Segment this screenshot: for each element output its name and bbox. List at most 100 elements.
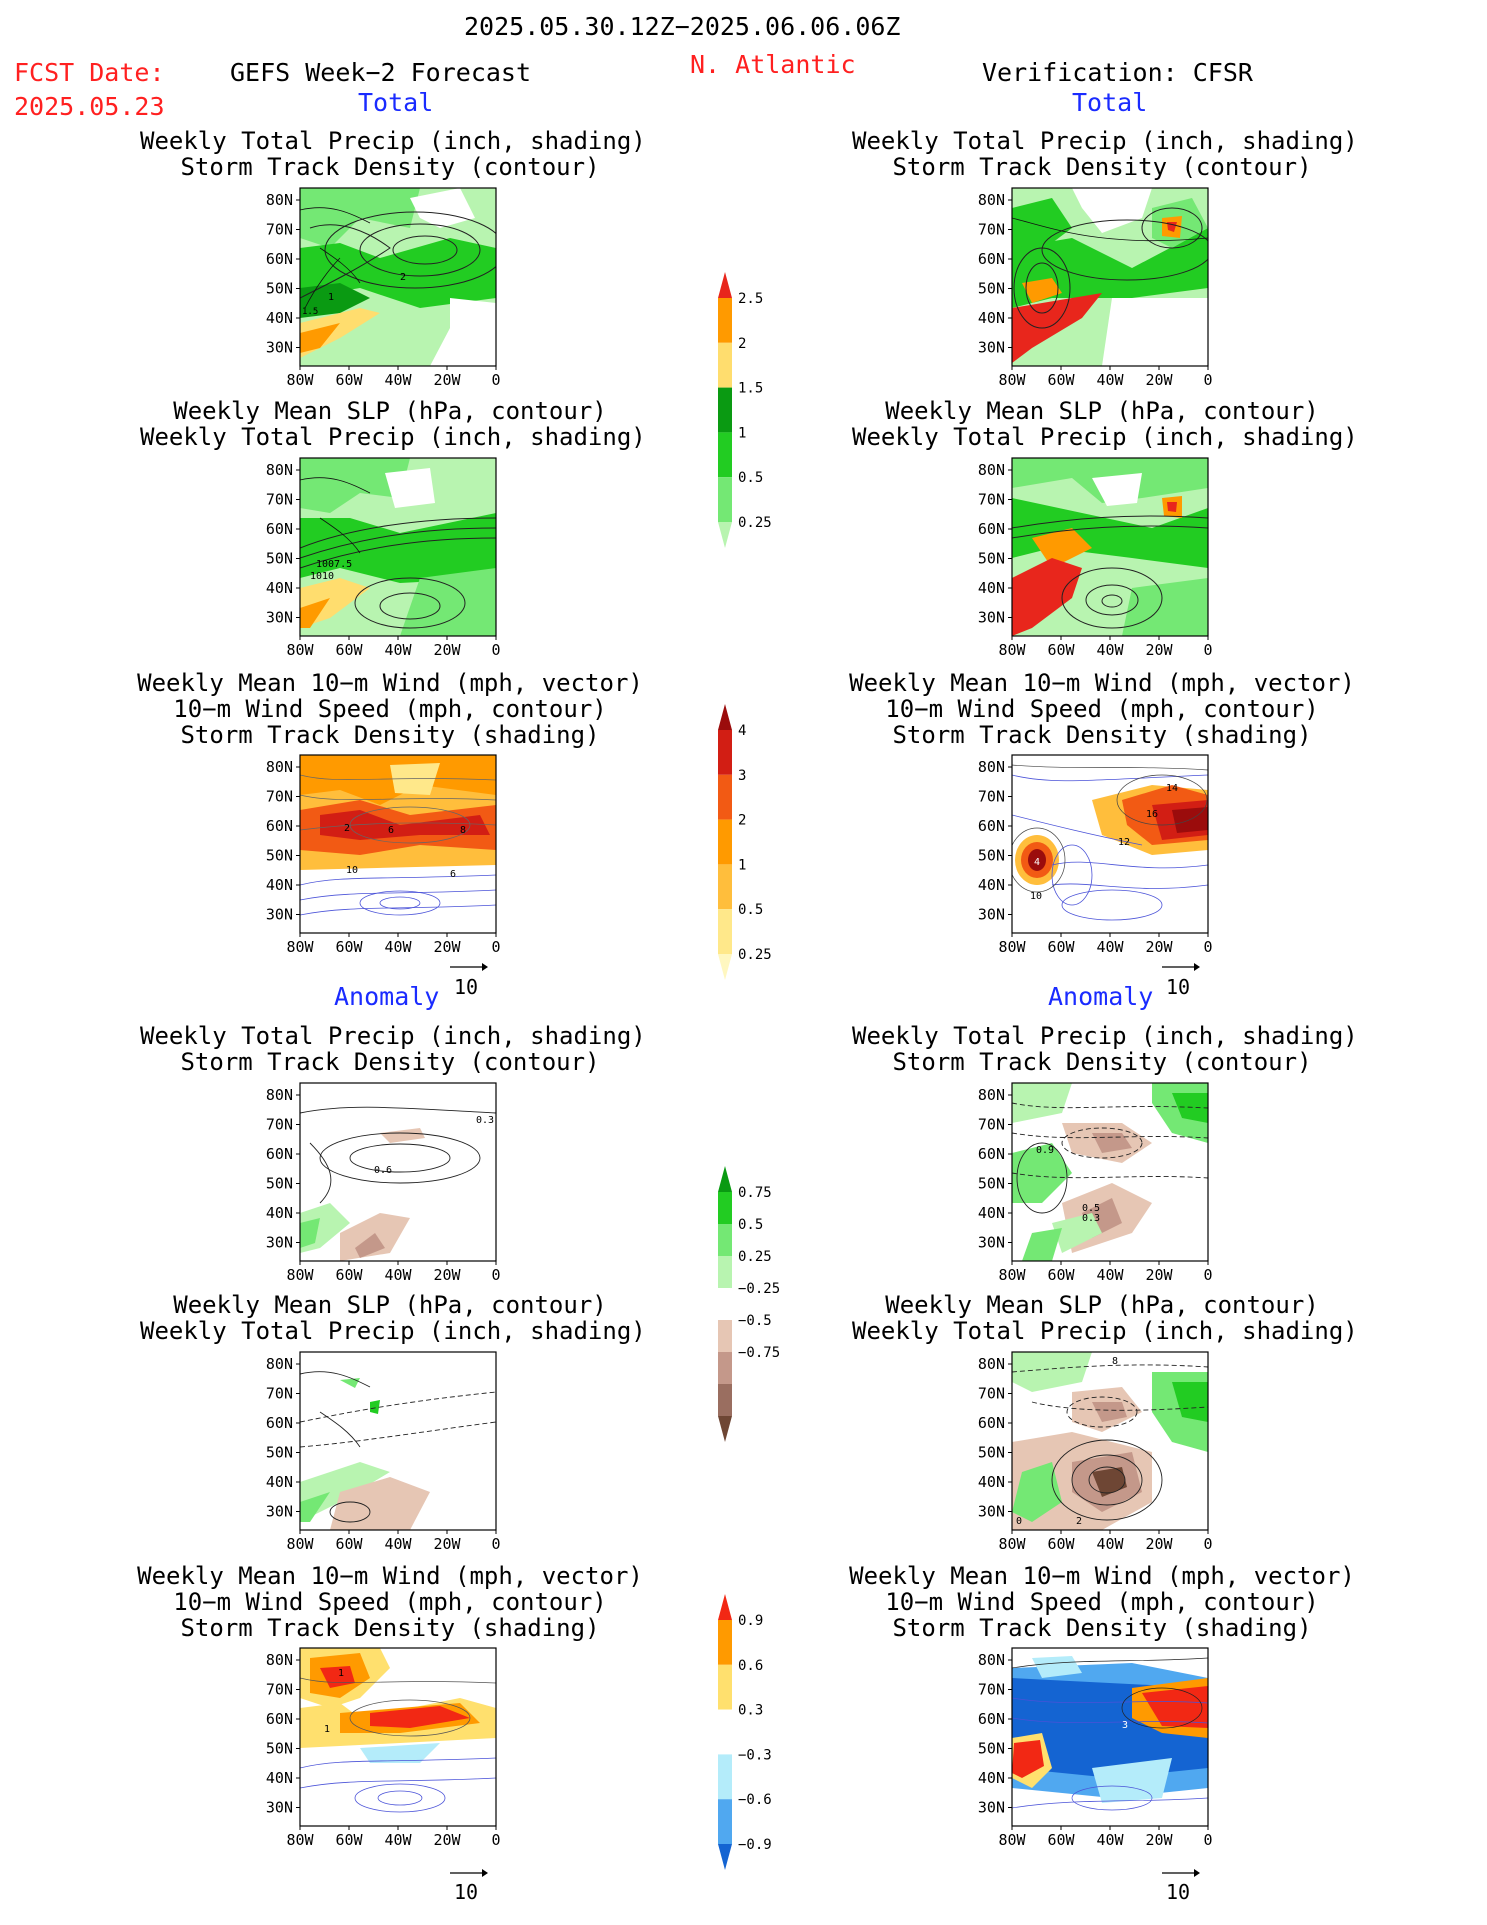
- contour-label: 8: [1112, 1356, 1118, 1367]
- date-range: 2025.05.30.12Z−2025.06.06.06Z: [464, 12, 901, 41]
- colorbar-segment: [718, 1754, 732, 1800]
- lat-tick-label: 50N: [978, 1444, 1005, 1462]
- lat-tick-label: 30N: [266, 906, 293, 924]
- title-r2: Weekly Mean SLP (hPa, contour) Weekly To…: [852, 398, 1358, 450]
- lat-tick-label: 50N: [266, 280, 293, 298]
- lat-tick-label: 40N: [978, 1769, 1005, 1787]
- lat-tick-label: 80N: [978, 1355, 1005, 1373]
- lon-tick-label: 20W: [1145, 1535, 1173, 1553]
- contour-label: 6: [388, 825, 394, 836]
- lat-tick-label: 60N: [978, 250, 1005, 268]
- colorbar-label: −0.25: [738, 1281, 780, 1297]
- colorbar-segment: [718, 432, 732, 478]
- lat-tick-label: 80N: [266, 1355, 293, 1373]
- title-line: Weekly Total Precip (inch, shading): [852, 1022, 1358, 1050]
- contour-label: 1010: [310, 571, 334, 582]
- lon-tick-label: 0: [491, 1266, 500, 1284]
- contour-label: 0.3: [476, 1115, 494, 1126]
- lat-tick-label: 30N: [978, 339, 1005, 357]
- map-panel-l6: 1 1 80N 70N 60N 50N 40N 30N 80W 60W 40W 20W 0: [266, 1647, 501, 1849]
- colorbar-cap: [718, 272, 732, 298]
- colorbar-precip-total: 2.5 2 1.5 1 0.5 0.25: [718, 272, 772, 548]
- fcst-date-value: 2025.05.23: [14, 92, 165, 121]
- colorbar-segment: [718, 1620, 732, 1665]
- lon-tick-label: 40W: [384, 1266, 412, 1284]
- vector-ref-arrow-l6: [450, 1869, 488, 1877]
- title-line: 10−m Wind Speed (mph, contour): [885, 695, 1319, 723]
- colorbar-label: 1.5: [738, 381, 763, 397]
- contour-label: 8: [460, 825, 466, 836]
- colorbar-label: 4: [738, 723, 746, 739]
- lon-tick-label: 60W: [335, 1535, 363, 1553]
- title-line: Weekly Mean SLP (hPa, contour): [173, 1291, 607, 1319]
- lat-tick-label: 60N: [978, 817, 1005, 835]
- lon-tick-label: 60W: [1047, 641, 1075, 659]
- lat-tick-label: 50N: [978, 847, 1005, 865]
- lon-tick-label: 80W: [286, 1266, 314, 1284]
- lon-tick-label: 20W: [1145, 1831, 1173, 1849]
- lon-tick-label: 40W: [1096, 938, 1124, 956]
- colorbar-segment: [718, 1352, 732, 1384]
- lat-tick-label: 40N: [266, 579, 293, 597]
- colorbar-label: −0.3: [738, 1747, 772, 1763]
- lat-tick-label: 70N: [266, 221, 293, 239]
- title-line: Storm Track Density (shading): [180, 721, 600, 749]
- lon-tick-label: 20W: [1145, 938, 1173, 956]
- lat-tick-label: 40N: [978, 876, 1005, 894]
- lat-tick-label: 40N: [978, 579, 1005, 597]
- lon-tick-label: 60W: [1047, 938, 1075, 956]
- vector-ref-arrow-l3: [450, 963, 488, 971]
- colorbar-label: −0.5: [738, 1313, 772, 1329]
- title-line: Weekly Mean 10−m Wind (mph, vector): [137, 1562, 643, 1590]
- lon-tick-label: 20W: [433, 641, 461, 659]
- colorbar-storm-anom: 0.9 0.6 0.3 −0.3 −0.6 −0.9: [718, 1594, 772, 1870]
- lat-tick-label: 30N: [266, 609, 293, 627]
- colorbar-cap: [718, 1416, 732, 1442]
- lat-tick-label: 50N: [266, 550, 293, 568]
- contour-label: 12: [1118, 837, 1130, 848]
- colorbar-label: −0.75: [738, 1345, 780, 1361]
- title-line: Storm Track Density (shading): [180, 1614, 600, 1642]
- lat-tick-label: 40N: [266, 1473, 293, 1491]
- title-line: Weekly Mean 10−m Wind (mph, vector): [849, 1562, 1355, 1590]
- lat-tick-label: 60N: [978, 1710, 1005, 1728]
- lon-tick-label: 80W: [286, 371, 314, 389]
- lat-tick-label: 60N: [266, 1710, 293, 1728]
- lon-tick-label: 60W: [335, 371, 363, 389]
- lon-tick-label: 40W: [384, 1831, 412, 1849]
- lat-tick-label: 80N: [266, 191, 293, 209]
- colorbar-label: 3: [738, 768, 746, 784]
- lon-tick-label: 60W: [1047, 1831, 1075, 1849]
- lon-tick-label: 40W: [1096, 371, 1124, 389]
- title-l1: Weekly Total Precip (inch, shading) Stor…: [140, 128, 646, 180]
- colorbar-precip-anom: 0.75 0.5 0.25 −0.25 −0.5 −0.75: [718, 1166, 780, 1442]
- colorbar-label: 0.5: [738, 470, 763, 486]
- lat-tick-label: 30N: [266, 1799, 293, 1817]
- title-l3: Weekly Mean 10−m Wind (mph, vector) 10−m…: [100, 670, 680, 748]
- colorbar-label: 0.6: [738, 1658, 763, 1674]
- total-label-right: Total: [1072, 88, 1148, 117]
- title-line: Weekly Mean SLP (hPa, contour): [885, 1291, 1319, 1319]
- title-l6: Weekly Mean 10−m Wind (mph, vector) 10−m…: [100, 1563, 680, 1641]
- title-line: Weekly Mean SLP (hPa, contour): [173, 397, 607, 425]
- lon-tick-label: 40W: [384, 641, 412, 659]
- lon-tick-label: 80W: [998, 1266, 1026, 1284]
- lon-tick-label: 60W: [335, 1266, 363, 1284]
- fcst-date-label: FCST Date:: [14, 58, 165, 87]
- lon-tick-label: 20W: [433, 371, 461, 389]
- lon-tick-label: 0: [1203, 1831, 1212, 1849]
- colorbar-label: −0.6: [738, 1792, 772, 1808]
- title-r4: Weekly Total Precip (inch, shading) Stor…: [852, 1022, 1358, 1075]
- lon-tick-label: 20W: [433, 1535, 461, 1553]
- colorbar-label: 1: [738, 857, 746, 873]
- vector-ref-arrow-r6: [1162, 1869, 1200, 1877]
- lat-tick-label: 50N: [978, 550, 1005, 568]
- contour-label: 3: [1122, 1720, 1128, 1731]
- colorbar-segment: [718, 342, 732, 388]
- lat-tick-label: 60N: [978, 1414, 1005, 1432]
- colorbar-label: 0.3: [738, 1703, 763, 1719]
- lat-tick-label: 40N: [266, 1204, 293, 1222]
- colorbar-cap: [718, 522, 732, 548]
- title-r6: Weekly Mean 10−m Wind (mph, vector) 10−m…: [812, 1563, 1392, 1641]
- title-line: 10−m Wind Speed (mph, contour): [173, 695, 607, 723]
